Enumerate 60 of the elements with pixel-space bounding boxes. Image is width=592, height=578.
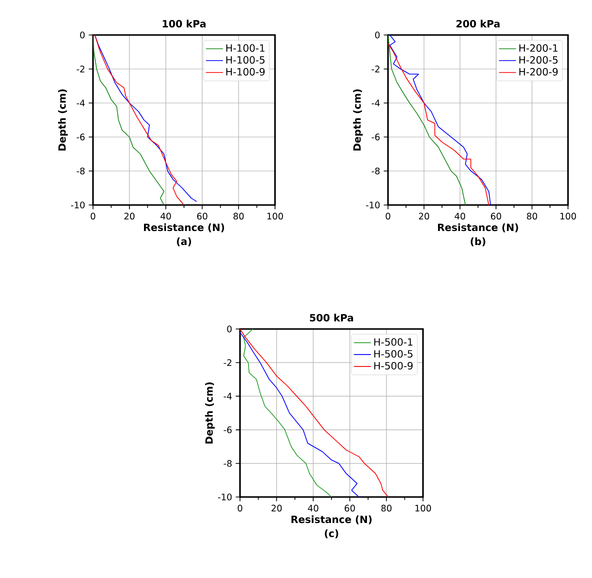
x-tick-label: 40 bbox=[454, 212, 466, 220]
y-tick-label: -10 bbox=[366, 202, 380, 208]
y-tick-label: 0 bbox=[227, 326, 232, 332]
y-tick-label: -2 bbox=[372, 66, 380, 72]
legend-label: H-500-1 bbox=[374, 338, 412, 346]
legend-label: H-100-5 bbox=[226, 56, 264, 64]
y-tick-label: -4 bbox=[76, 100, 85, 106]
x-axis-title: Resistance (N) bbox=[291, 515, 372, 524]
x-tick-label: 100 bbox=[267, 212, 283, 220]
y-tick-label: -6 bbox=[76, 134, 85, 140]
x-tick-label: 20 bbox=[124, 212, 135, 220]
y-tick-label: -10 bbox=[218, 494, 232, 500]
y-tick-label: -10 bbox=[71, 202, 85, 208]
y-axis-title: Depth (cm) bbox=[353, 89, 363, 151]
x-tick-label: 100 bbox=[415, 504, 431, 512]
text: (b) bbox=[470, 237, 486, 246]
line-series bbox=[243, 328, 332, 497]
x-tick-label: 0 bbox=[386, 212, 390, 220]
x-tick-label: 80 bbox=[381, 504, 392, 512]
legend-label: H-200-1 bbox=[519, 44, 558, 52]
legend-label: H-500-5 bbox=[374, 350, 412, 358]
x-tick-label: 60 bbox=[490, 212, 502, 220]
x-axis-title: Resistance (N) bbox=[438, 223, 518, 232]
x-tick-label: 20 bbox=[418, 212, 430, 220]
x-tick-label: 20 bbox=[272, 504, 282, 512]
x-tick-label: 40 bbox=[308, 504, 318, 512]
y-tick-label: -8 bbox=[76, 168, 85, 174]
x-tick-label: 0 bbox=[238, 504, 242, 512]
legend-label: H-100-1 bbox=[226, 44, 264, 52]
x-tick-label: 80 bbox=[234, 212, 244, 220]
line-series bbox=[93, 34, 164, 205]
y-tick-label: -2 bbox=[224, 359, 232, 366]
x-tick-label: 80 bbox=[526, 212, 538, 220]
x-tick-label: 100 bbox=[560, 212, 576, 220]
y-axis-title: Depth (cm) bbox=[58, 89, 68, 151]
chart-title: 100 kPa bbox=[162, 20, 206, 28]
y-tick-label: 0 bbox=[80, 32, 85, 38]
x-tick-label: 60 bbox=[197, 212, 208, 220]
y-tick-label: -2 bbox=[76, 66, 84, 72]
y-tick-label: -8 bbox=[372, 168, 380, 174]
x-axis-title: Resistance (N) bbox=[144, 223, 224, 232]
legend-label: H-200-5 bbox=[519, 56, 558, 64]
y-tick-label: -6 bbox=[224, 426, 232, 434]
y-tick-label: -8 bbox=[224, 460, 232, 467]
legend-label: H-100-9 bbox=[226, 68, 265, 76]
text: (a) bbox=[176, 237, 192, 246]
legend-label: H-500-9 bbox=[374, 362, 413, 370]
chart-title: 500 kPa bbox=[310, 314, 354, 322]
line-series bbox=[240, 332, 360, 497]
x-tick-label: 40 bbox=[160, 212, 171, 220]
y-tick-label: -4 bbox=[372, 100, 380, 106]
legend-label: H-200-9 bbox=[519, 68, 558, 76]
y-tick-label: 0 bbox=[375, 32, 380, 38]
chart-title: 200 kPa bbox=[456, 20, 500, 28]
text: (c) bbox=[324, 529, 338, 538]
y-axis-title: Depth (cm) bbox=[205, 382, 215, 444]
y-tick-label: -6 bbox=[372, 134, 380, 140]
x-tick-label: 0 bbox=[90, 212, 96, 220]
y-tick-label: -4 bbox=[224, 392, 232, 400]
x-tick-label: 60 bbox=[344, 504, 355, 512]
